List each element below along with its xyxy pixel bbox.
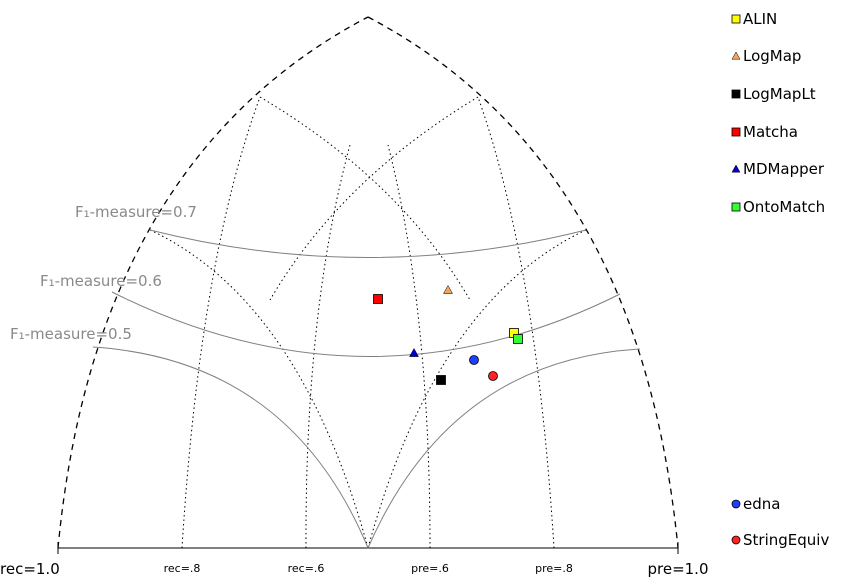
f-measure-curve-06 bbox=[111, 291, 621, 357]
data-point-mdmapper bbox=[409, 347, 419, 357]
legend-marker-edna bbox=[731, 499, 741, 509]
f-measure-curves bbox=[92, 229, 641, 550]
axis-tick-label: rec=.8 bbox=[164, 562, 201, 575]
data-point-edna bbox=[469, 355, 479, 365]
legend: ALIN LogMap LogMapLt Matcha MDMapper OntoMatc… bbox=[731, 10, 829, 549]
legend-marker-mdmapper bbox=[731, 164, 741, 173]
f-measure-curve-07 bbox=[149, 229, 587, 258]
f-measure-curve-05 bbox=[92, 346, 641, 550]
legend-marker-logmap bbox=[731, 51, 741, 60]
axis-tick-label: rec=1.0 bbox=[0, 560, 60, 578]
f-measure-label: F₁-measure=0.5 bbox=[10, 325, 132, 343]
dotted-grid bbox=[149, 96, 587, 549]
precision-outer-arc bbox=[367, 16, 679, 549]
precision-grid-radial-1 bbox=[269, 96, 479, 301]
data-point-ontomatch bbox=[513, 334, 523, 344]
axis-tick-label: pre=1.0 bbox=[647, 560, 708, 578]
precision-grid-arc-08 bbox=[477, 96, 555, 549]
legend-label: edna bbox=[743, 495, 780, 513]
data-point-logmaplt bbox=[436, 375, 446, 385]
axis-tick-label: pre=.6 bbox=[411, 562, 449, 575]
recall-grid-arc-08 bbox=[181, 96, 261, 549]
f-measure-labels: F₁-measure=0.7 F₁-measure=0.6 F₁-measure=0… bbox=[10, 203, 197, 343]
precision-grid-arc-06 bbox=[387, 144, 431, 549]
axis-tick-labels: rec=1.0 rec=.8 rec=.6 pre=.6 pre=.8 pre=1.0 bbox=[0, 560, 709, 578]
legend-label: OntoMatch bbox=[743, 198, 825, 216]
f-measure-label: F₁-measure=0.7 bbox=[75, 203, 197, 221]
recall-grid-radial-1 bbox=[259, 96, 471, 301]
legend-marker-ontomatch bbox=[731, 202, 741, 212]
recall-outer-arc bbox=[57, 16, 369, 549]
legend-label: StringEquiv bbox=[743, 531, 829, 549]
legend-marker-alin bbox=[731, 14, 741, 24]
legend-label: LogMap bbox=[743, 47, 801, 65]
legend-marker-stringequiv bbox=[731, 535, 741, 545]
legend-label: LogMapLt bbox=[743, 85, 816, 103]
data-points bbox=[373, 284, 523, 385]
f-measure-label: F₁-measure=0.6 bbox=[40, 272, 162, 290]
recall-grid-arc-06 bbox=[305, 144, 351, 549]
data-point-stringequiv bbox=[488, 371, 498, 381]
legend-marker-logmaplt bbox=[731, 89, 741, 99]
legend-label: MDMapper bbox=[743, 160, 825, 178]
axis-tick-label: pre=.8 bbox=[535, 562, 573, 575]
legend-marker-matcha bbox=[731, 127, 741, 137]
legend-label: Matcha bbox=[743, 123, 798, 141]
recall-grid-radial-2 bbox=[149, 229, 369, 549]
data-point-logmap bbox=[443, 284, 453, 294]
legend-label: ALIN bbox=[743, 10, 777, 28]
precision-grid-radial-2 bbox=[367, 229, 587, 549]
axis-tick-label: rec=.6 bbox=[288, 562, 325, 575]
data-point-matcha bbox=[373, 294, 383, 304]
